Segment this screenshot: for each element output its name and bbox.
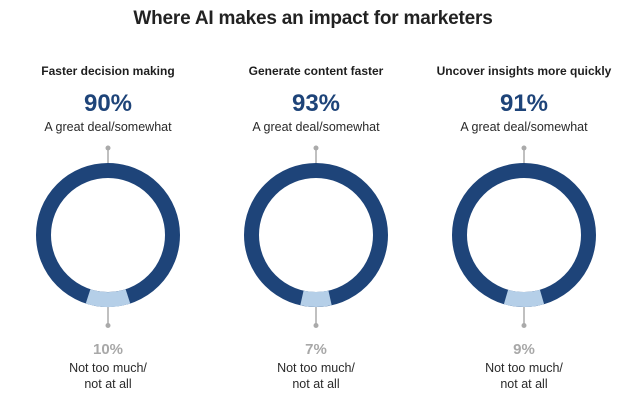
minor-label: Not too much/not at all xyxy=(69,361,147,391)
minor-label: Not too much/not at all xyxy=(485,361,563,391)
minor-segment xyxy=(300,290,332,307)
donut-panel-3: Uncover insights more quickly 91% A grea… xyxy=(419,0,626,400)
major-label: A great deal/somewhat xyxy=(460,120,588,134)
donut-panel-1: Faster decision making 90% A great deal/… xyxy=(3,0,213,400)
panel-label: Generate content faster xyxy=(248,64,384,78)
minor-percent: 7% xyxy=(305,341,327,358)
minor-label: Not too much/not at all xyxy=(277,361,355,391)
major-label: A great deal/somewhat xyxy=(252,120,380,134)
major-percent: 91% xyxy=(499,90,549,117)
minor-segment xyxy=(85,289,131,307)
major-label: A great deal/somewhat xyxy=(44,120,172,134)
minor-segment xyxy=(503,289,545,307)
minor-percent: 10% xyxy=(92,341,124,358)
donut-panel-2: Generate content faster 93% A great deal… xyxy=(211,0,421,400)
major-percent: 93% xyxy=(291,90,341,117)
donut-chart xyxy=(452,145,596,328)
major-percent: 90% xyxy=(83,90,133,117)
donut-chart xyxy=(36,145,180,328)
panel-label: Faster decision making xyxy=(41,64,175,78)
donut-chart xyxy=(244,145,388,328)
chart-title: Where AI makes an impact for marketers xyxy=(133,8,493,29)
minor-percent: 9% xyxy=(513,341,535,358)
panel-label: Uncover insights more quickly xyxy=(436,64,612,78)
